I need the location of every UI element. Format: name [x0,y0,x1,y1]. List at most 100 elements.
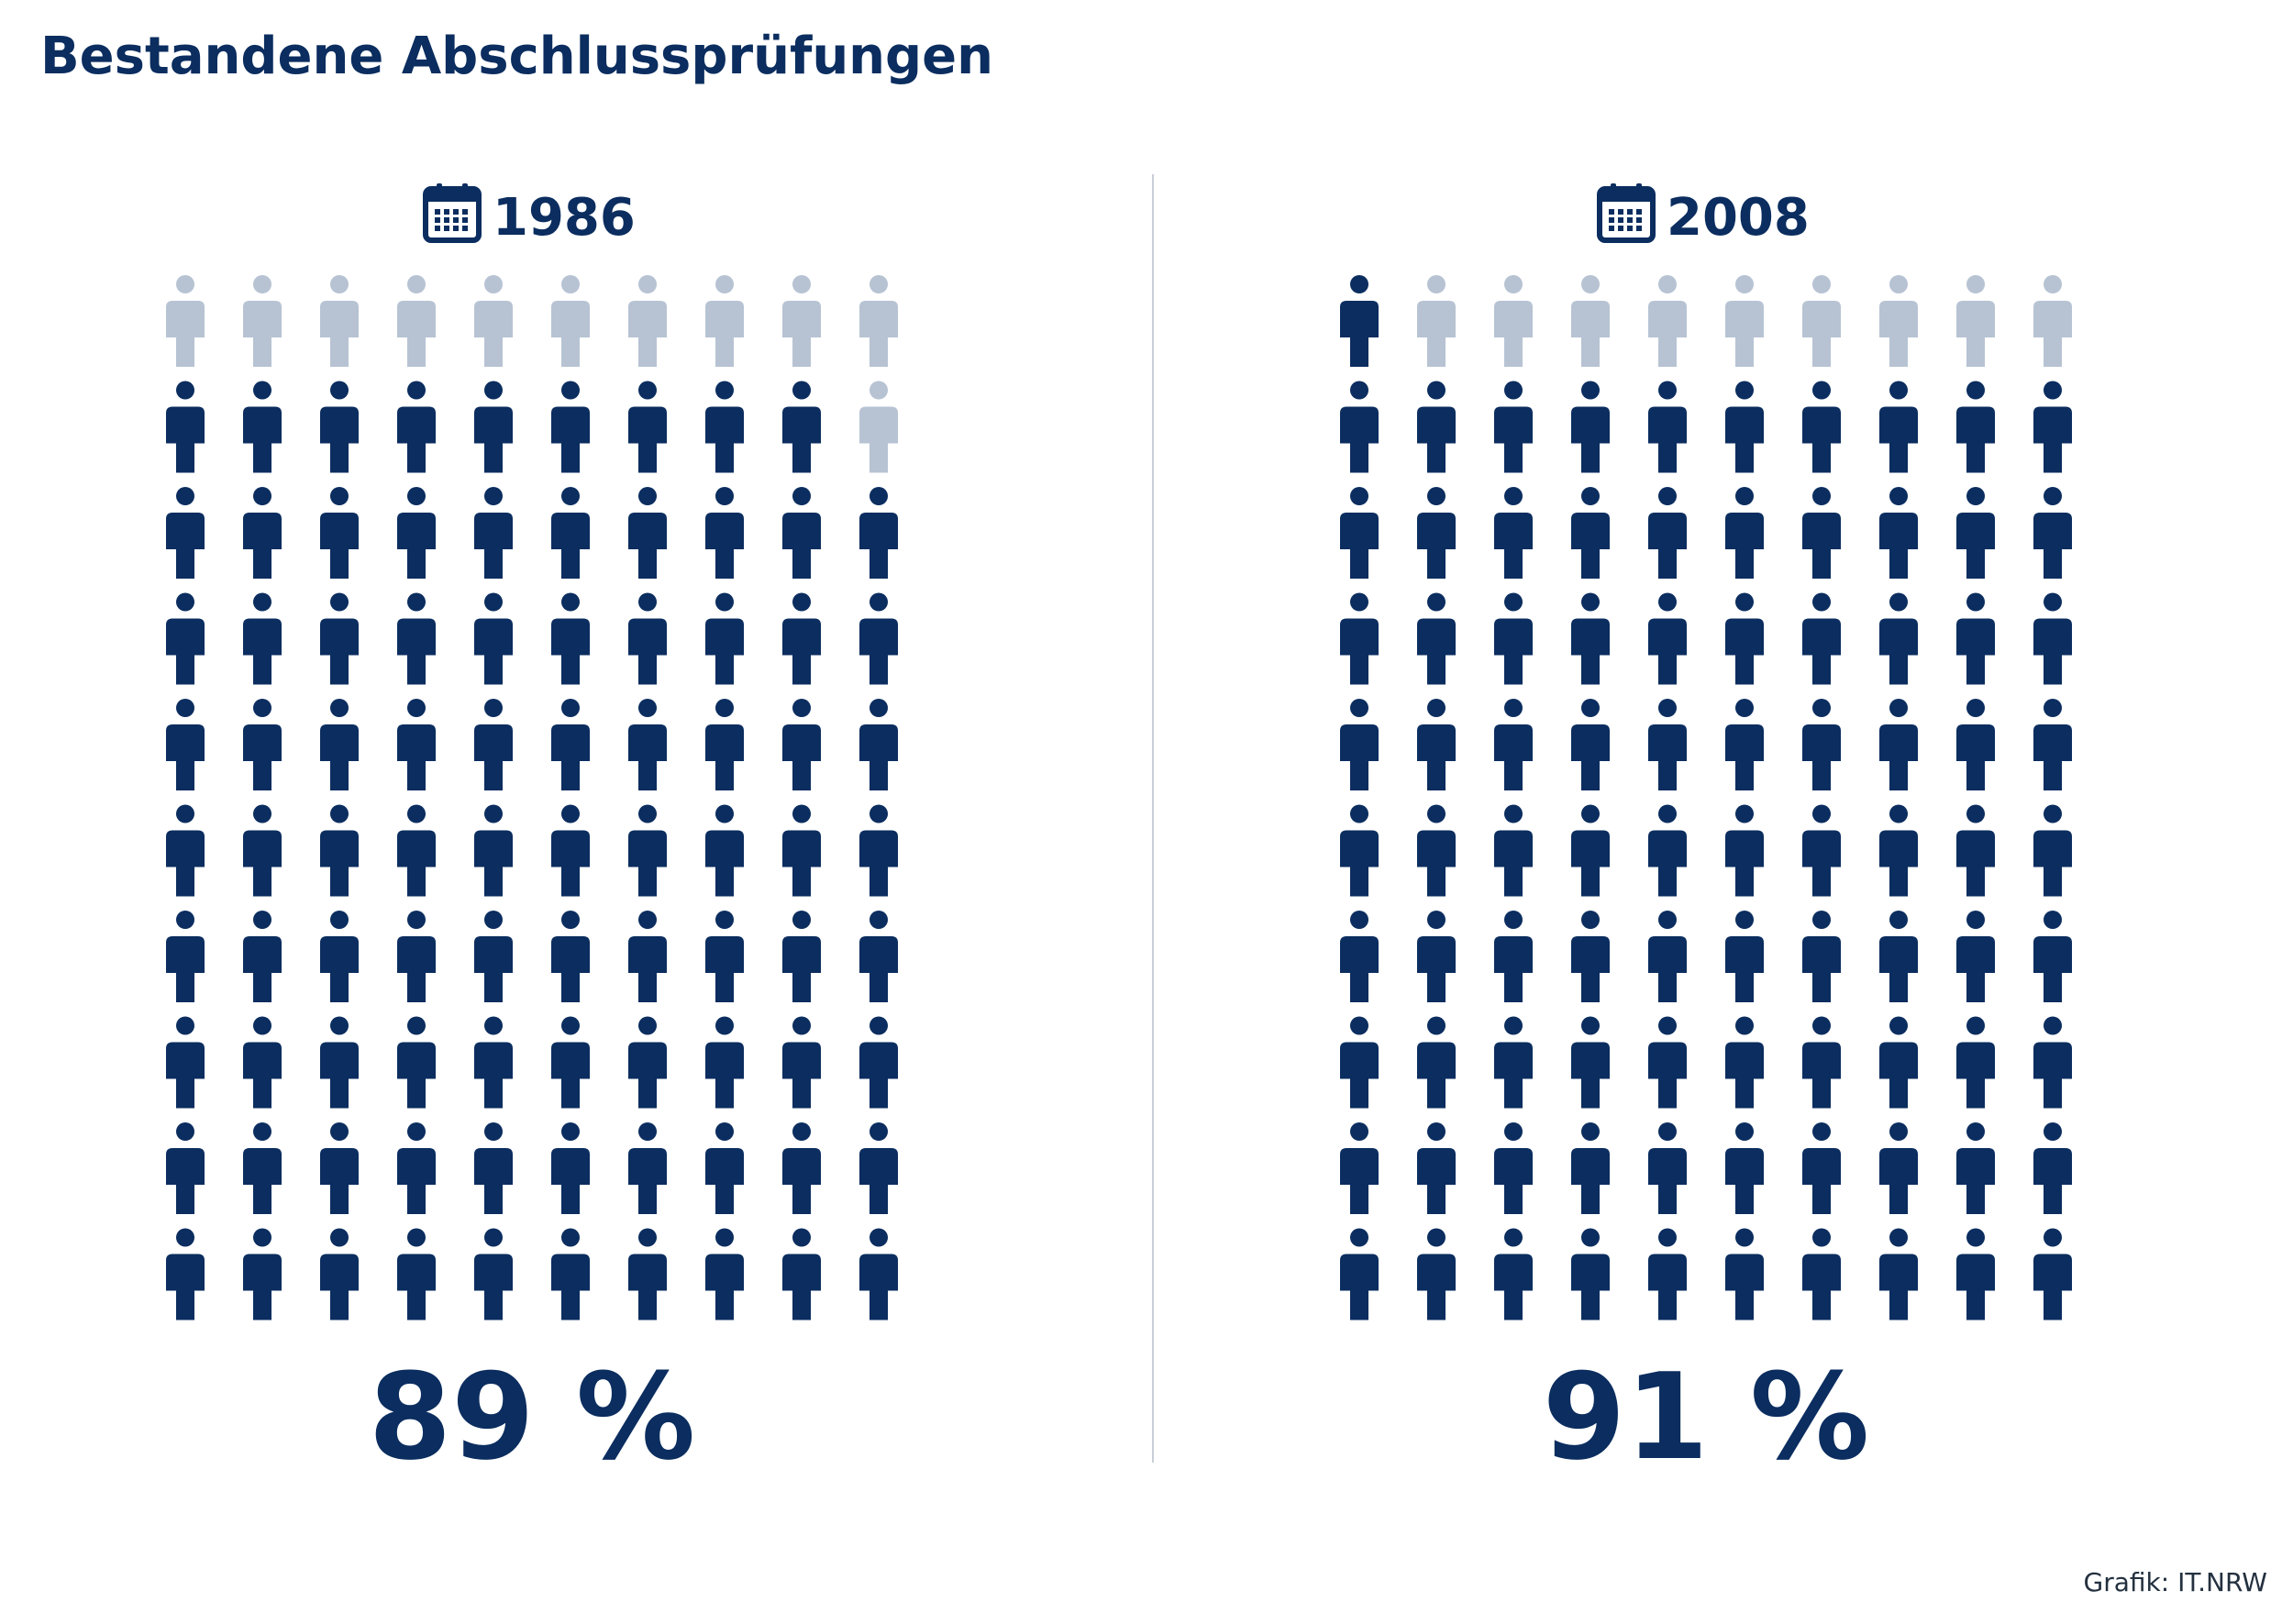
person-icon [1879,381,1918,473]
person-icon [551,592,590,685]
person-icon [320,1122,359,1214]
person-icon [320,1016,359,1109]
person-icon [1648,1016,1687,1109]
person-icon [1417,275,1456,367]
person-icon [320,804,359,897]
person-icon [859,911,898,1002]
person-icon [1494,381,1533,473]
person-icon [1725,381,1764,473]
person-icon [1802,1122,1841,1214]
person-icon [320,699,359,790]
person-icon [1802,699,1841,790]
person-icon [2033,804,2072,897]
person-icon [397,1228,436,1320]
panel-divider [1152,174,1154,1463]
percentage-label: 89 % [369,1347,695,1486]
person-icon [320,592,359,685]
person-icon [1340,911,1379,1002]
person-icon [628,487,667,579]
person-icon [397,804,436,897]
panel-header: 2008 [1597,183,1810,248]
person-icon [1571,592,1610,685]
person-icon [1802,911,1841,1002]
person-icon [551,1122,590,1214]
person-icon [705,911,744,1002]
person-icon [551,804,590,897]
person-icon [1494,1122,1533,1214]
person-icon [1417,804,1456,897]
person-icon [1571,804,1610,897]
person-icon [551,1228,590,1320]
person-icon [474,592,513,685]
person-icon [1956,1016,1995,1109]
person-icon [1340,381,1379,473]
person-icon [1802,275,1841,367]
person-icon [166,699,205,790]
person-icon [1571,381,1610,473]
person-icon [551,699,590,790]
person-icon [1802,804,1841,897]
person-icon [2033,699,2072,790]
person-icon [1340,592,1379,685]
person-icon [320,487,359,579]
person-icon [1956,1122,1995,1214]
person-icon [397,592,436,685]
person-icon [1879,699,1918,790]
person-icon [1417,487,1456,579]
person-icon [628,381,667,473]
person-icon [1802,592,1841,685]
person-icon [628,1122,667,1214]
person-icon [1571,275,1610,367]
person-icon [243,592,282,685]
person-icon [166,1122,205,1214]
person-icon [705,804,744,897]
percentage-label: 91 % [1543,1347,1869,1486]
person-icon [859,381,898,473]
person-icon [1417,1016,1456,1109]
person-icon [782,804,821,897]
person-icon [320,381,359,473]
person-icon [1648,592,1687,685]
person-icon [2033,911,2072,1002]
person-icon [166,275,205,367]
person-icon [1956,487,1995,579]
person-icon [782,1122,821,1214]
person-icon [474,275,513,367]
person-icon [1494,487,1533,579]
person-icon [474,487,513,579]
person-icon [2033,381,2072,473]
person-icon [1956,911,1995,1002]
person-icon [1648,1122,1687,1214]
person-icon [1571,487,1610,579]
person-icon [1648,381,1687,473]
person-icon [1340,275,1379,367]
person-icon [1956,275,1995,367]
person-icon [1571,1016,1610,1109]
person-icon [859,804,898,897]
person-icon [1417,1122,1456,1214]
person-icon [551,381,590,473]
person-icon [782,381,821,473]
person-icon [1494,804,1533,897]
person-icon [782,1228,821,1320]
person-icon [1725,1228,1764,1320]
person-icon [1956,804,1995,897]
person-icon [474,381,513,473]
person-icon [1956,381,1995,473]
person-icon [1725,911,1764,1002]
person-icon [1879,911,1918,1002]
year-label: 1986 [493,188,636,248]
person-icon [243,911,282,1002]
person-icon [705,1122,744,1214]
person-icon [1340,487,1379,579]
person-icon [1648,1228,1687,1320]
person-icon [705,275,744,367]
person-icon [628,275,667,367]
person-icon [2033,592,2072,685]
person-icon [628,1228,667,1320]
person-icon [705,487,744,579]
person-icon [1725,487,1764,579]
person-icon [1571,911,1610,1002]
person-icon [397,275,436,367]
